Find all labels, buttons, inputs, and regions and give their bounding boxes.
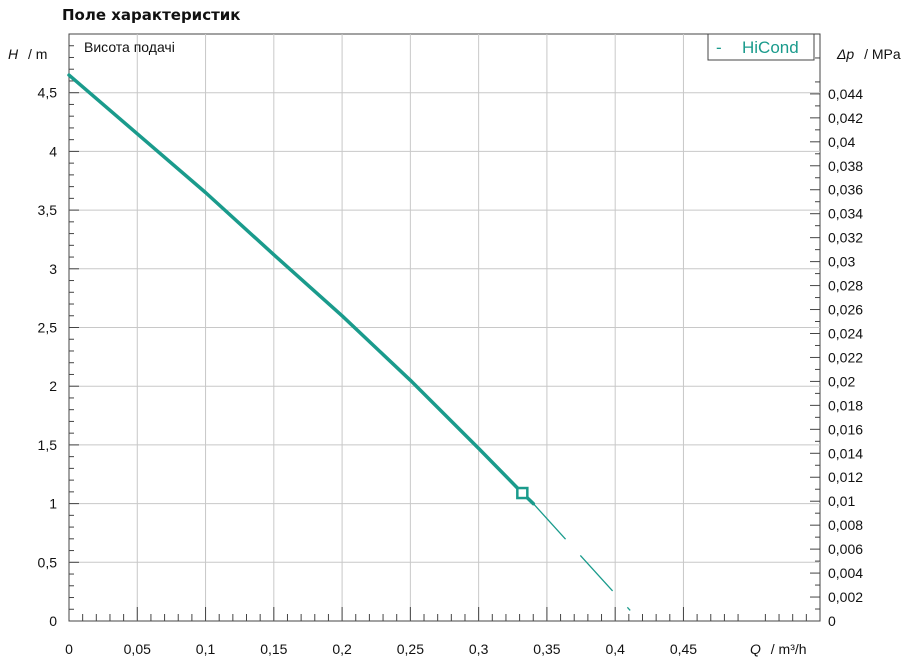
curve-hicond-dashed — [532, 503, 631, 611]
y2-tick-label: 0,028 — [828, 278, 863, 294]
y2-tick-label: 0,044 — [828, 86, 863, 102]
axis-ticks — [68, 45, 820, 622]
curve-annotation: Висота подачі — [84, 39, 175, 55]
y-tick-label: 4 — [49, 143, 57, 159]
x-tick-label: 0,4 — [605, 641, 625, 657]
operating-point-marker — [516, 486, 529, 500]
y2-tick-label: 0,014 — [828, 445, 863, 461]
x-tick-label: 0 — [65, 641, 73, 657]
y-tick-label: 4,5 — [38, 85, 58, 101]
y-axis-label: H / m — [8, 46, 47, 62]
chart-title: Поле характеристик — [62, 6, 241, 24]
y-tick-label: 0 — [49, 613, 57, 629]
y2-tick-label: 0,016 — [828, 421, 863, 437]
y2-tick-label: 0,032 — [828, 230, 863, 246]
y2-tick-label: 0,004 — [828, 565, 863, 581]
y2-tick-label: 0,012 — [828, 469, 863, 485]
y-tick-label: 0,5 — [38, 554, 58, 570]
y2-tick-label: 0,034 — [828, 206, 863, 222]
y2-tick-label: 0 — [828, 613, 836, 629]
y2-tick-label: 0,024 — [828, 325, 863, 341]
y2-tick-label: 0,018 — [828, 397, 863, 413]
x-axis-label: Q / m³/h — [750, 641, 807, 657]
x-tick-label: 0,35 — [533, 641, 560, 657]
legend-marker: - — [716, 38, 722, 57]
y-tick-label: 1 — [49, 496, 57, 512]
y2-tick-label: 0,006 — [828, 541, 863, 557]
curve-hicond-solid — [67, 73, 536, 506]
y2-tick-label: 0,022 — [828, 349, 863, 365]
y2-tick-label: 0,008 — [828, 517, 863, 533]
grid — [69, 34, 820, 621]
x-tick-label: 0,25 — [397, 641, 424, 657]
y2-axis-label: Δp / MPa — [836, 46, 901, 62]
y2-tick-label: 0,026 — [828, 302, 863, 318]
y2-tick-label: 0,042 — [828, 110, 863, 126]
axis-tick-labels: 0 0,05 0,1 0,15 0,2 0,25 0,3 0,35 0,4 0,45 0 0,5 1 1,… — [38, 85, 864, 657]
y2-tick-label: 0,02 — [828, 373, 855, 389]
x-tick-label: 0,45 — [670, 641, 697, 657]
x-tick-label: 0,3 — [469, 641, 489, 657]
y-tick-label: 2 — [49, 378, 57, 394]
x-tick-label: 0,1 — [196, 641, 216, 657]
x-tick-label: 0,2 — [332, 641, 352, 657]
y2-tick-label: 0,002 — [828, 589, 863, 605]
y2-tick-label: 0,03 — [828, 254, 855, 270]
y-tick-label: 3 — [49, 261, 57, 277]
y2-tick-label: 0,036 — [828, 182, 863, 198]
legend-entry-hicond: HiCond — [742, 38, 799, 57]
y-tick-label: 3,5 — [38, 202, 58, 218]
y2-tick-label: 0,01 — [828, 493, 855, 509]
legend-box — [707, 33, 815, 61]
x-tick-label: 0,05 — [124, 641, 151, 657]
y2-tick-label: 0,04 — [828, 134, 855, 150]
x-tick-label: 0,15 — [260, 641, 287, 657]
y-tick-label: 1,5 — [38, 437, 58, 453]
legend: - HiCond — [707, 33, 815, 61]
y-tick-label: 2,5 — [38, 320, 58, 336]
y2-tick-label: 0,038 — [828, 158, 863, 174]
series-layer — [67, 73, 631, 611]
